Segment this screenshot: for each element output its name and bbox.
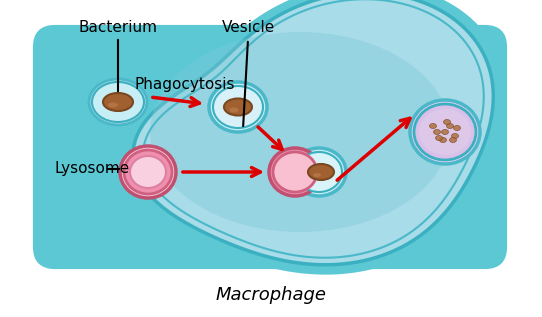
Ellipse shape: [124, 150, 172, 194]
Ellipse shape: [224, 99, 252, 115]
Ellipse shape: [120, 146, 176, 198]
Ellipse shape: [308, 164, 334, 180]
Ellipse shape: [130, 156, 166, 188]
Ellipse shape: [442, 130, 448, 134]
Ellipse shape: [273, 152, 317, 192]
Ellipse shape: [292, 148, 346, 196]
Text: Vesicle: Vesicle: [221, 20, 275, 35]
PathPatch shape: [121, 0, 505, 273]
Ellipse shape: [229, 107, 238, 113]
Ellipse shape: [449, 138, 456, 143]
PathPatch shape: [133, 0, 493, 265]
Ellipse shape: [436, 135, 442, 140]
Ellipse shape: [451, 133, 459, 139]
Ellipse shape: [108, 102, 118, 107]
FancyBboxPatch shape: [35, 27, 505, 267]
Ellipse shape: [414, 104, 476, 160]
Ellipse shape: [454, 126, 461, 131]
Ellipse shape: [434, 130, 441, 134]
Ellipse shape: [269, 148, 321, 196]
Ellipse shape: [150, 32, 450, 232]
Ellipse shape: [440, 138, 447, 143]
Ellipse shape: [447, 124, 454, 128]
Ellipse shape: [429, 124, 436, 128]
Ellipse shape: [89, 79, 147, 125]
Ellipse shape: [103, 93, 133, 111]
Ellipse shape: [419, 109, 471, 155]
Ellipse shape: [443, 120, 450, 125]
Ellipse shape: [313, 173, 321, 177]
Ellipse shape: [213, 86, 263, 128]
Text: Macrophage: Macrophage: [216, 286, 326, 304]
Ellipse shape: [296, 152, 342, 192]
Ellipse shape: [410, 100, 480, 164]
Text: Bacterium: Bacterium: [79, 20, 158, 35]
Ellipse shape: [209, 82, 267, 132]
Text: Lysosome: Lysosome: [55, 161, 130, 177]
Text: Phagocytosis: Phagocytosis: [135, 76, 235, 92]
Ellipse shape: [92, 82, 144, 122]
